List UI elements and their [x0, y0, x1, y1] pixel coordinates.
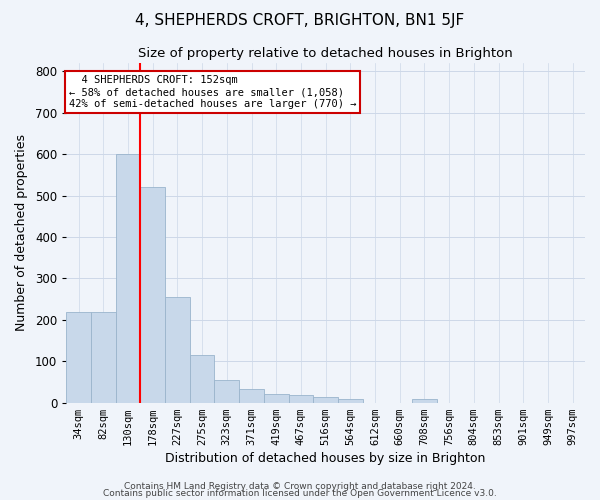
Bar: [91, 312, 116, 402]
Bar: [66, 312, 91, 402]
Text: 4, SHEPHERDS CROFT, BRIGHTON, BN1 5JF: 4, SHEPHERDS CROFT, BRIGHTON, BN1 5JF: [136, 12, 464, 28]
Bar: [289, 395, 313, 402]
Y-axis label: Number of detached properties: Number of detached properties: [15, 134, 28, 332]
Bar: [264, 394, 289, 402]
Title: Size of property relative to detached houses in Brighton: Size of property relative to detached ho…: [138, 48, 513, 60]
Bar: [116, 154, 140, 402]
X-axis label: Distribution of detached houses by size in Brighton: Distribution of detached houses by size …: [166, 452, 486, 465]
Bar: [190, 355, 214, 403]
Text: Contains HM Land Registry data © Crown copyright and database right 2024.: Contains HM Land Registry data © Crown c…: [124, 482, 476, 491]
Bar: [239, 389, 264, 402]
Bar: [338, 398, 362, 402]
Text: 4 SHEPHERDS CROFT: 152sqm
← 58% of detached houses are smaller (1,058)
42% of se: 4 SHEPHERDS CROFT: 152sqm ← 58% of detac…: [68, 76, 356, 108]
Text: Contains public sector information licensed under the Open Government Licence v3: Contains public sector information licen…: [103, 488, 497, 498]
Bar: [214, 380, 239, 402]
Bar: [412, 400, 437, 402]
Bar: [165, 297, 190, 403]
Bar: [313, 398, 338, 402]
Bar: [140, 188, 165, 402]
